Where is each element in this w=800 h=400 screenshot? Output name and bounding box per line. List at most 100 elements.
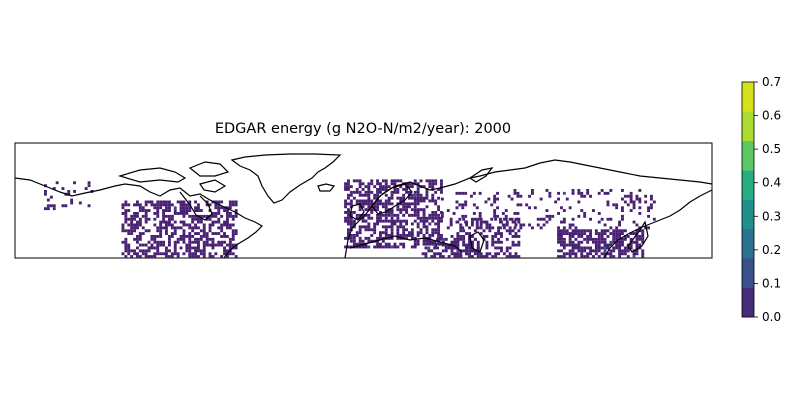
emission-cell [376, 190, 379, 194]
emission-cell [456, 240, 460, 244]
emission-cell [402, 205, 406, 209]
emission-cell [485, 220, 489, 224]
emission-cell [441, 240, 445, 244]
emission-cell [384, 188, 388, 191]
emission-cell [399, 225, 403, 229]
emission-cell [609, 243, 613, 247]
emission-cell [594, 243, 598, 247]
emission-cell [471, 255, 474, 258]
emission-cell [133, 226, 136, 230]
emission-cell [410, 208, 414, 212]
emission-cell [511, 235, 515, 238]
emission-cell [141, 252, 145, 256]
emission-cell [568, 223, 572, 227]
emission-cell [355, 231, 359, 235]
emission-cell [511, 255, 515, 258]
emission-cell [485, 240, 489, 244]
emission-cell [396, 188, 400, 191]
emission-cell [425, 190, 429, 194]
emission-cell [373, 245, 377, 249]
emission-cell [173, 243, 177, 247]
emission-cell [344, 211, 347, 214]
emission-cell [641, 229, 645, 233]
emission-cell [419, 219, 423, 223]
emission-cell [459, 229, 463, 233]
emission-cell [635, 223, 639, 227]
emission-cell [179, 209, 183, 212]
emission-cell [580, 249, 584, 253]
emission-cell [188, 206, 192, 210]
emission-cell [626, 249, 630, 253]
emission-cell [344, 182, 347, 186]
emission-cell [606, 243, 610, 247]
colorbar-band [742, 140, 754, 171]
emission-cell [344, 188, 347, 191]
emission-cell [452, 212, 456, 215]
emission-cell [136, 237, 139, 241]
emission-cell [147, 209, 151, 212]
emission-cell [396, 216, 400, 220]
emission-cell [405, 211, 408, 214]
emission-cell [422, 199, 426, 203]
emission-cell [641, 255, 645, 258]
emission-cell [231, 214, 235, 218]
emission-cell [367, 239, 371, 243]
emission-cell [136, 252, 139, 256]
emission-cell [188, 235, 192, 238]
emission-cell [390, 179, 394, 183]
emission-cell [361, 202, 365, 206]
emission-cell [185, 212, 189, 215]
emission-cell [197, 217, 200, 221]
emission-cell [396, 213, 400, 217]
emission-cell [419, 208, 423, 212]
emission-cell [413, 190, 417, 194]
emission-cell [170, 223, 174, 227]
emission-cell [612, 203, 616, 207]
emission-cell [600, 189, 604, 192]
emission-cell [437, 205, 440, 209]
emission-cell [168, 249, 171, 253]
emission-cell [410, 185, 414, 189]
emission-cell [580, 209, 584, 212]
emission-cell [609, 226, 613, 230]
emission-cell [635, 240, 639, 244]
emission-cell [170, 214, 174, 218]
emission-cell [226, 214, 229, 218]
emission-cell [138, 249, 142, 253]
emission-cell [410, 196, 414, 200]
emission-cell [580, 229, 584, 233]
emission-cell [621, 217, 624, 221]
emission-cell [150, 200, 154, 204]
emission-cell [565, 229, 569, 233]
emission-cell [577, 249, 581, 253]
emission-cell [159, 235, 163, 238]
emission-cell [379, 236, 382, 240]
emission-cell [156, 226, 160, 230]
emission-cell [226, 255, 229, 258]
emission-cell [465, 220, 468, 224]
emission-cell [159, 232, 163, 235]
emission-cell [61, 204, 65, 208]
emission-cell [370, 208, 374, 212]
emission-cell [510, 217, 514, 221]
emission-cell [618, 252, 621, 256]
emission-cell [413, 236, 417, 240]
emission-cell [202, 232, 206, 235]
emission-cell [352, 234, 356, 237]
emission-cell [516, 203, 520, 207]
emission-cell [514, 252, 518, 256]
emission-cell [459, 237, 463, 241]
emission-cell [208, 252, 212, 256]
emission-cell [405, 228, 408, 232]
emission-cell [379, 234, 382, 237]
emission-cell [571, 232, 575, 235]
emission-cell [370, 216, 374, 220]
emission-cell [194, 246, 197, 250]
emission-cell [67, 190, 71, 193]
emission-cell [621, 209, 624, 212]
emission-cell [491, 255, 495, 258]
emission-cell [499, 217, 502, 221]
emission-cell [352, 222, 356, 226]
emission-cell [214, 212, 218, 215]
emission-cell [609, 189, 613, 192]
